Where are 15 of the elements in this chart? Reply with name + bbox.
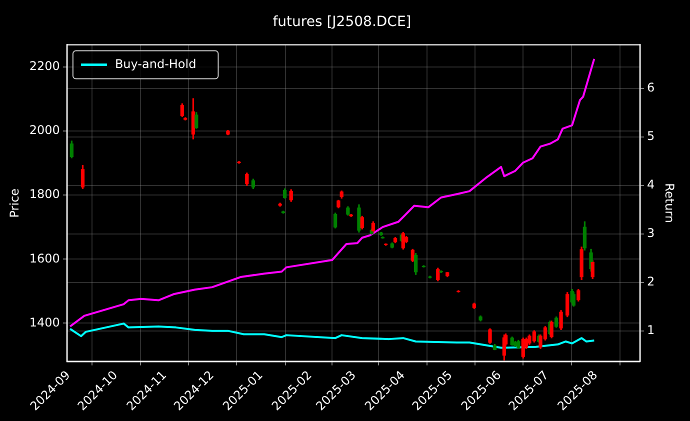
y-tick-label: 1400: [29, 315, 60, 330]
y2-tick-label: 1: [646, 322, 655, 337]
y-tick-label: 2200: [29, 59, 60, 74]
y-tick-label: 1800: [29, 187, 60, 202]
legend-label: Buy-and-Hold: [114, 56, 196, 71]
y2-axis-title: Return: [662, 183, 677, 223]
y-axis-title: Price: [7, 188, 22, 218]
y2-tick-label: 3: [646, 226, 655, 240]
y2-tick-label: 5: [646, 129, 655, 144]
y-tick-label: 1600: [29, 251, 60, 266]
y2-tick-label: 4: [646, 178, 655, 192]
y2-tick-label: 2: [646, 274, 655, 288]
y2-tick-label: 6: [646, 80, 655, 95]
chart-title: futures [J2508.DCE]: [272, 14, 412, 30]
y-tick-label: 2000: [29, 123, 60, 138]
